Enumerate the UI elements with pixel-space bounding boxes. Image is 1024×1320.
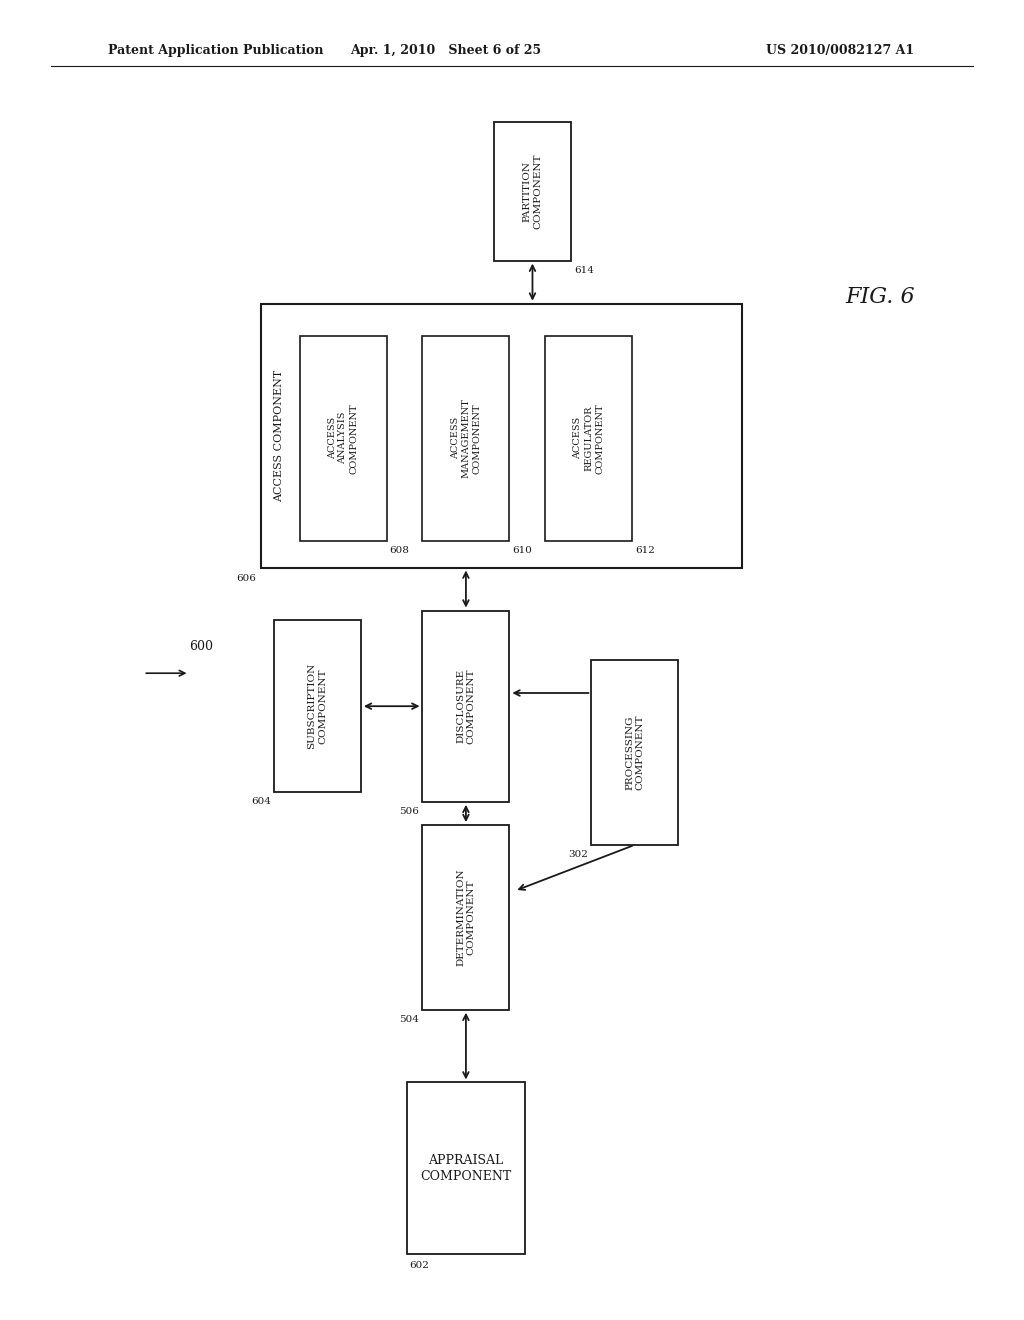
Text: PARTITION
COMPONENT: PARTITION COMPONENT <box>522 153 543 230</box>
Bar <box>423 335 510 541</box>
Text: SUBSCRIPTION
COMPONENT: SUBSCRIPTION COMPONENT <box>307 663 328 750</box>
Text: 506: 506 <box>399 807 420 816</box>
Text: DETERMINATION
COMPONENT: DETERMINATION COMPONENT <box>456 869 476 966</box>
Text: 614: 614 <box>573 267 594 275</box>
Bar <box>274 620 361 792</box>
Text: US 2010/0082127 A1: US 2010/0082127 A1 <box>766 44 913 57</box>
Text: 612: 612 <box>635 546 655 554</box>
Bar <box>408 1082 525 1254</box>
Text: ACCESS COMPONENT: ACCESS COMPONENT <box>274 370 285 502</box>
Text: Patent Application Publication: Patent Application Publication <box>108 44 323 57</box>
Bar <box>592 660 678 845</box>
Text: DISCLOSURE
COMPONENT: DISCLOSURE COMPONENT <box>456 668 476 744</box>
Text: PROCESSING
COMPONENT: PROCESSING COMPONENT <box>625 714 645 791</box>
Bar <box>423 610 510 801</box>
Text: ACCESS
REGULATOR
COMPONENT: ACCESS REGULATOR COMPONENT <box>573 403 604 474</box>
Text: 608: 608 <box>389 546 410 554</box>
Text: ACCESS
MANAGEMENT
COMPONENT: ACCESS MANAGEMENT COMPONENT <box>451 399 481 478</box>
Text: APPRAISAL
COMPONENT: APPRAISAL COMPONENT <box>420 1154 512 1183</box>
Bar <box>261 304 742 568</box>
Bar <box>495 123 571 261</box>
Text: Apr. 1, 2010   Sheet 6 of 25: Apr. 1, 2010 Sheet 6 of 25 <box>350 44 541 57</box>
Bar <box>545 335 632 541</box>
Text: 602: 602 <box>410 1261 429 1270</box>
Text: FIG. 6: FIG. 6 <box>846 286 915 308</box>
Text: 600: 600 <box>189 640 213 653</box>
Bar <box>300 335 387 541</box>
Text: 610: 610 <box>512 546 532 554</box>
Text: 504: 504 <box>399 1015 420 1024</box>
Bar <box>423 825 510 1010</box>
Text: 606: 606 <box>237 574 256 583</box>
Text: 604: 604 <box>251 797 270 807</box>
Text: 302: 302 <box>568 850 588 859</box>
Text: ACCESS
ANALYSIS
COMPONENT: ACCESS ANALYSIS COMPONENT <box>328 403 358 474</box>
